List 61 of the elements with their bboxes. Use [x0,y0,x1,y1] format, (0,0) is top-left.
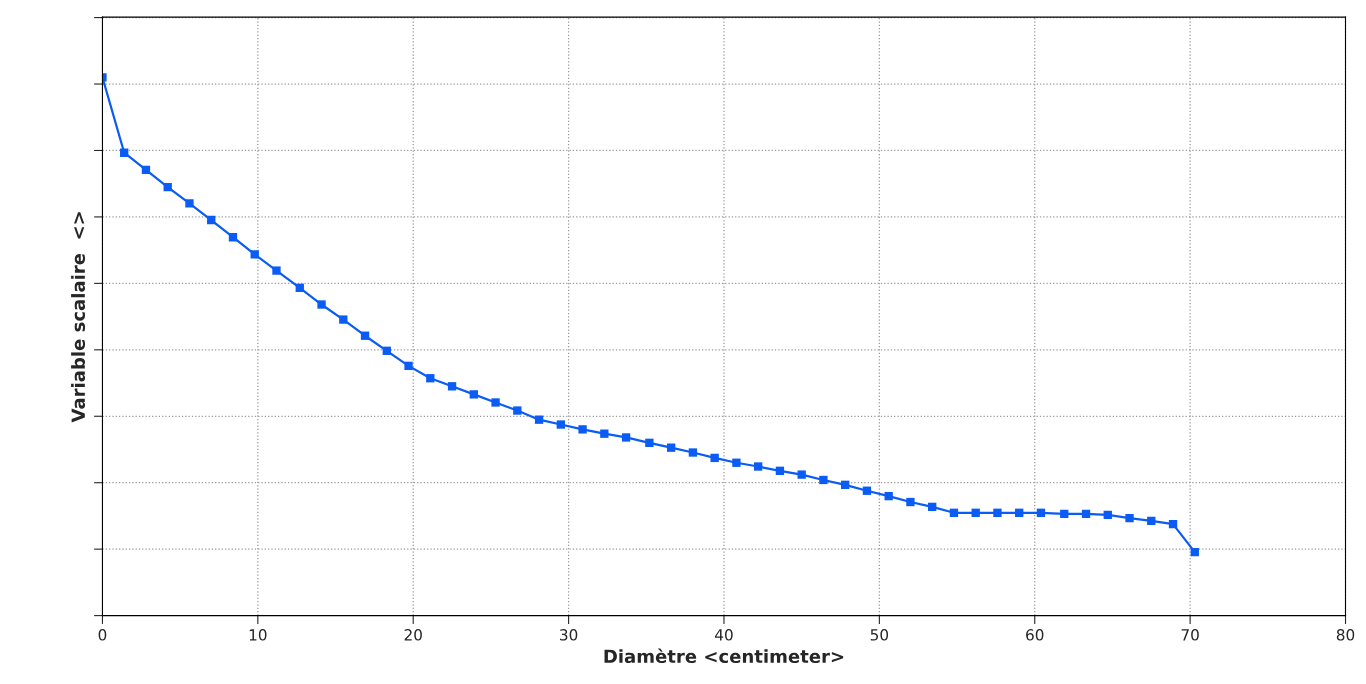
point [556,420,565,429]
point [250,250,259,259]
point [141,165,151,175]
point [469,390,478,399]
point [382,346,391,355]
point [1103,510,1112,520]
point [317,300,326,309]
point [666,443,676,452]
point [600,429,609,438]
point [339,315,348,324]
point [775,466,785,475]
point [360,331,370,340]
point [1190,547,1199,557]
point [295,283,304,292]
point [404,361,413,371]
point [447,382,457,391]
x-tick-label: 20 [404,629,422,641]
point [534,415,544,424]
x-tick-label: 50 [870,629,889,641]
point [1168,519,1178,529]
point [1147,516,1156,526]
point [688,448,698,457]
point [228,233,238,242]
y-axis-title: Variable scalaire <> [71,212,86,423]
x-tick-label: 80 [1336,629,1355,641]
point [1081,509,1091,519]
point [971,508,980,517]
point [841,480,850,489]
point [797,470,806,479]
x-axis-title: Diamètre <centimeter> [604,648,844,664]
point [862,486,872,495]
x-tick-label: 60 [1026,629,1044,641]
point [185,199,194,208]
point [819,475,828,485]
point [120,148,129,157]
point [732,458,741,467]
point [272,266,281,275]
point [207,215,216,225]
point [949,508,959,517]
point [426,374,435,383]
point [1125,514,1134,523]
point [491,398,500,407]
point [754,462,763,471]
point [645,438,654,447]
point [1036,508,1046,517]
point [710,453,719,463]
x-tick-label: 40 [715,629,733,641]
x-tick-label: 30 [560,629,578,641]
point [993,508,1002,517]
point [578,425,587,434]
point [513,406,522,415]
point [884,491,893,501]
point [906,497,915,507]
point [621,433,631,442]
x-tick-label: 70 [1181,629,1199,641]
point [1015,508,1024,517]
point [928,502,937,512]
point [163,183,172,192]
x-tick-label: 0 [98,629,107,641]
x-tick-label: 10 [249,629,267,641]
point [1060,509,1069,519]
